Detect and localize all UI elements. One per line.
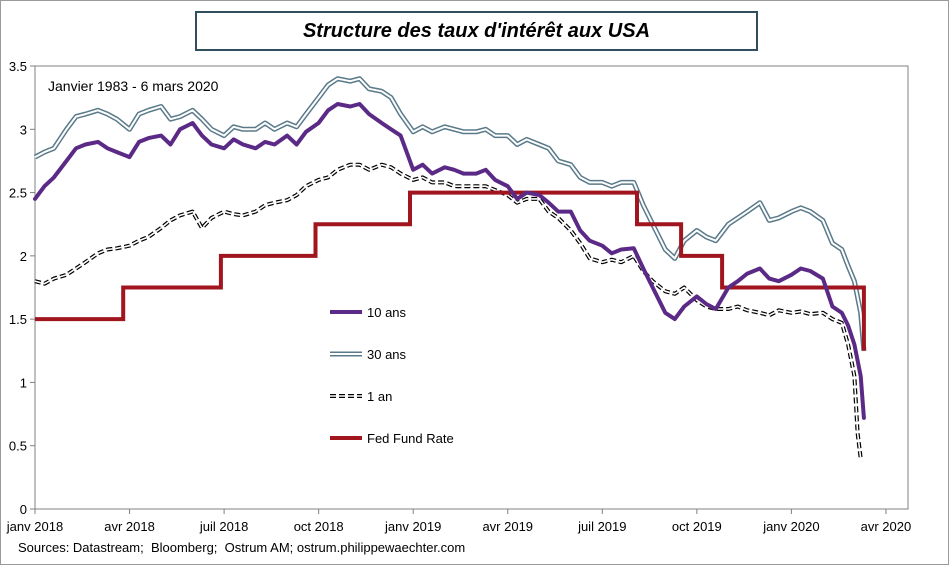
- legend-label-1-an: 1 an: [367, 389, 392, 404]
- series-line-fed-fund-rate: [35, 190, 866, 351]
- series-line-30-ans-inner: [34, 77, 865, 351]
- y-tick-label: 1.5: [9, 312, 27, 327]
- x-tick-label: avr 2019: [482, 519, 533, 534]
- series-line-1-an-inner: [34, 163, 862, 459]
- x-axis: janv 2018 avr 2018 juil 2018 oct 2018 janv 2…: [6, 509, 911, 534]
- x-tick-label: avr 2020: [861, 519, 912, 534]
- x-tick-label: juil 2018: [199, 519, 248, 534]
- x-tick-label: janv 2020: [762, 519, 819, 534]
- period-label: Janvier 1983 - 6 mars 2020: [48, 78, 219, 94]
- y-axis: 0 0.5 1 1.5 2 2.5 3 3.5: [9, 59, 35, 517]
- series-layer: [33, 76, 867, 459]
- y-tick-label: 3.5: [9, 59, 27, 74]
- y-tick-label: 0.5: [9, 439, 27, 454]
- legend-label-fed-fund-rate: Fed Fund Rate: [367, 431, 454, 446]
- x-tick-label: janv 2019: [384, 519, 441, 534]
- y-tick-label: 1: [20, 375, 27, 390]
- x-tick-label: juil 2019: [577, 519, 626, 534]
- series-line-10-ans: [33, 102, 866, 420]
- y-tick-label: 2: [20, 249, 27, 264]
- x-tick-label: janv 2018: [6, 519, 63, 534]
- chart-title-box: Structure des taux d'intérêt aux USA: [195, 11, 758, 51]
- y-tick-label: 3: [20, 122, 27, 137]
- y-tick-label: 0: [20, 502, 27, 517]
- legend-label-10-ans: 10 ans: [367, 305, 407, 320]
- source-note: Sources: Datastream; Bloomberg; Ostrum A…: [18, 540, 466, 555]
- legend-label-30-ans: 30 ans: [367, 347, 407, 362]
- y-tick-label: 2.5: [9, 186, 27, 201]
- x-tick-label: avr 2018: [104, 519, 155, 534]
- x-tick-label: oct 2018: [294, 519, 344, 534]
- x-tick-label: oct 2019: [672, 519, 722, 534]
- legend: 10 ans 30 ans 1 an Fed Fund Rate: [330, 305, 454, 446]
- chart-title: Structure des taux d'intérêt aux USA: [302, 19, 651, 42]
